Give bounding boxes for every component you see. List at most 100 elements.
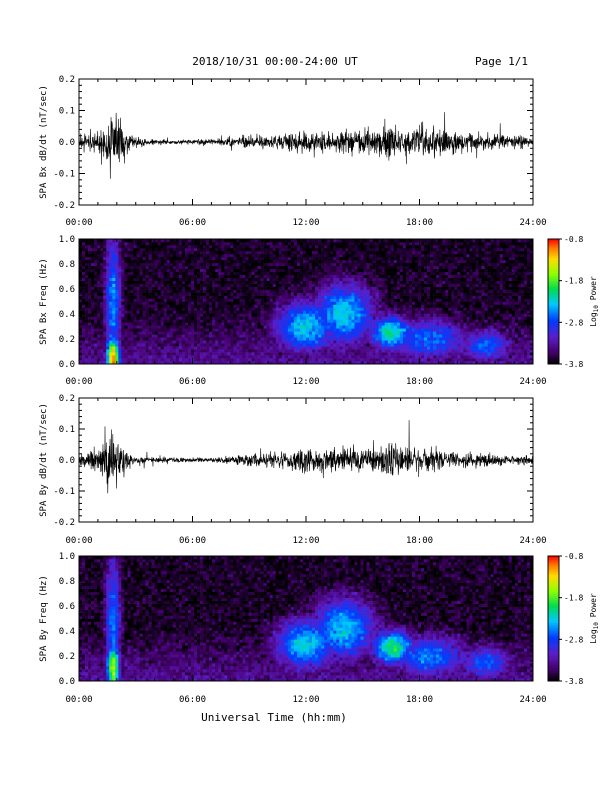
spectrogram-cell bbox=[339, 239, 343, 243]
spectrogram-cell bbox=[227, 280, 231, 284]
spectrogram-cell bbox=[178, 247, 183, 252]
spectrogram-cell bbox=[169, 262, 174, 267]
spectrogram-cell bbox=[269, 355, 274, 359]
spectrogram-cell bbox=[405, 250, 410, 255]
spectrogram-cell bbox=[212, 262, 216, 267]
spectrogram-cell bbox=[378, 241, 382, 246]
spectrogram-cell bbox=[390, 265, 395, 270]
spectrogram-cell bbox=[142, 331, 146, 335]
spectrogram-cell bbox=[360, 298, 364, 302]
spectrogram-cell bbox=[327, 319, 331, 323]
spectrogram-cell bbox=[85, 343, 89, 347]
spectrogram-cell bbox=[148, 241, 152, 246]
spectrogram-cell bbox=[402, 298, 407, 302]
spectrogram-cell bbox=[248, 343, 252, 347]
spectrogram-cell bbox=[209, 310, 213, 314]
spectrogram-cell bbox=[381, 292, 385, 296]
spectrogram-cell bbox=[209, 361, 213, 365]
spectrogram-cell bbox=[85, 274, 89, 278]
spectrogram-cell bbox=[209, 262, 213, 267]
spectrogram-cell bbox=[142, 274, 146, 278]
spectrogram-cell bbox=[136, 334, 140, 338]
spectrogram-cell bbox=[209, 325, 213, 329]
spectrogram-cell bbox=[424, 244, 428, 249]
spectrogram-cell bbox=[127, 295, 131, 299]
spectrogram-cell bbox=[290, 292, 295, 296]
spectrogram-cell bbox=[345, 355, 349, 359]
spectrogram-cell bbox=[248, 244, 252, 249]
spectrogram-cell bbox=[124, 337, 128, 341]
spectrogram-cell bbox=[287, 355, 292, 359]
spectrogram-cell bbox=[351, 355, 355, 359]
spectrogram-cell bbox=[293, 337, 298, 341]
spectrogram-cell bbox=[275, 274, 280, 278]
panel-2: 00:00 06:00 12:00 18:00 24:000.00.20.40.60.8… bbox=[39, 235, 600, 387]
spectrogram-cell bbox=[321, 316, 325, 320]
spectrogram-cell bbox=[312, 313, 316, 317]
spectrogram-cell bbox=[284, 331, 289, 335]
spectrogram-cell bbox=[399, 239, 404, 243]
spectrogram-cell bbox=[302, 271, 307, 276]
spectrogram-cell bbox=[109, 361, 113, 365]
spectrogram-cell bbox=[351, 316, 355, 320]
spectrogram-cell bbox=[293, 295, 298, 299]
spectrogram-cell bbox=[215, 250, 219, 255]
spectrogram-cell bbox=[109, 358, 113, 362]
spectrogram-cell bbox=[378, 349, 382, 353]
spectrogram-cell bbox=[212, 289, 216, 293]
spectrogram-cell bbox=[82, 325, 86, 329]
spectrogram-cell bbox=[357, 319, 361, 323]
spectrogram-cell bbox=[85, 295, 89, 299]
spectrogram-cell bbox=[194, 265, 198, 270]
spectrogram-cell bbox=[278, 244, 283, 249]
spectrogram-cell bbox=[293, 358, 298, 362]
spectrogram-cell bbox=[263, 289, 267, 293]
spectrogram-cell bbox=[342, 292, 346, 296]
spectrogram-cell bbox=[160, 352, 165, 356]
spectrogram-cell bbox=[393, 241, 398, 246]
spectrogram-cell bbox=[366, 307, 370, 311]
spectrogram-cell bbox=[321, 361, 325, 365]
spectrogram-cell bbox=[354, 244, 358, 249]
spectrogram-cell bbox=[118, 337, 122, 341]
spectrogram-cell bbox=[151, 253, 155, 258]
spectrogram-cell bbox=[160, 277, 165, 281]
spectrogram-cell bbox=[139, 298, 143, 302]
spectrogram-cell bbox=[215, 256, 219, 261]
spectrogram-cell bbox=[369, 262, 373, 267]
spectrogram-cell bbox=[257, 250, 261, 255]
spectrogram-cell bbox=[287, 283, 292, 287]
spectrogram-cell bbox=[390, 271, 395, 276]
spectrogram-cell bbox=[427, 239, 431, 243]
spectrogram-cell bbox=[333, 244, 337, 249]
spectrogram-cell bbox=[227, 310, 231, 314]
spectrogram-cell bbox=[118, 319, 122, 323]
spectrogram-cell bbox=[424, 283, 428, 287]
spectrogram-cell bbox=[91, 358, 95, 362]
spectrogram-cell bbox=[82, 328, 86, 332]
spectrogram-cell bbox=[112, 331, 116, 335]
spectrogram-cell bbox=[239, 301, 243, 305]
spectrogram-cell bbox=[327, 307, 331, 311]
spectrogram-cell bbox=[306, 358, 310, 362]
spectrogram-cell bbox=[272, 316, 277, 320]
spectrogram-cell bbox=[178, 244, 183, 249]
spectrogram-cell bbox=[275, 289, 280, 293]
spectrogram-cell bbox=[269, 325, 274, 329]
spectrogram-cell bbox=[414, 349, 419, 353]
spectrogram-cell bbox=[97, 358, 101, 362]
spectrogram-cell bbox=[121, 346, 125, 350]
spectrogram-cell bbox=[212, 298, 216, 302]
spectrogram-cell bbox=[157, 259, 162, 264]
spectrogram-cell bbox=[302, 250, 307, 255]
spectrogram-cell bbox=[215, 286, 219, 290]
spectrogram-cell bbox=[339, 271, 343, 276]
spectrogram-cell bbox=[206, 274, 210, 278]
spectrogram-cell bbox=[242, 334, 246, 338]
spectrogram-cell bbox=[130, 247, 134, 252]
spectrogram-cell bbox=[248, 301, 252, 305]
spectrogram-cell bbox=[127, 256, 131, 261]
spectrogram-cell bbox=[175, 361, 180, 365]
spectrogram-cell bbox=[318, 253, 322, 258]
spectrogram-cell bbox=[187, 313, 192, 317]
